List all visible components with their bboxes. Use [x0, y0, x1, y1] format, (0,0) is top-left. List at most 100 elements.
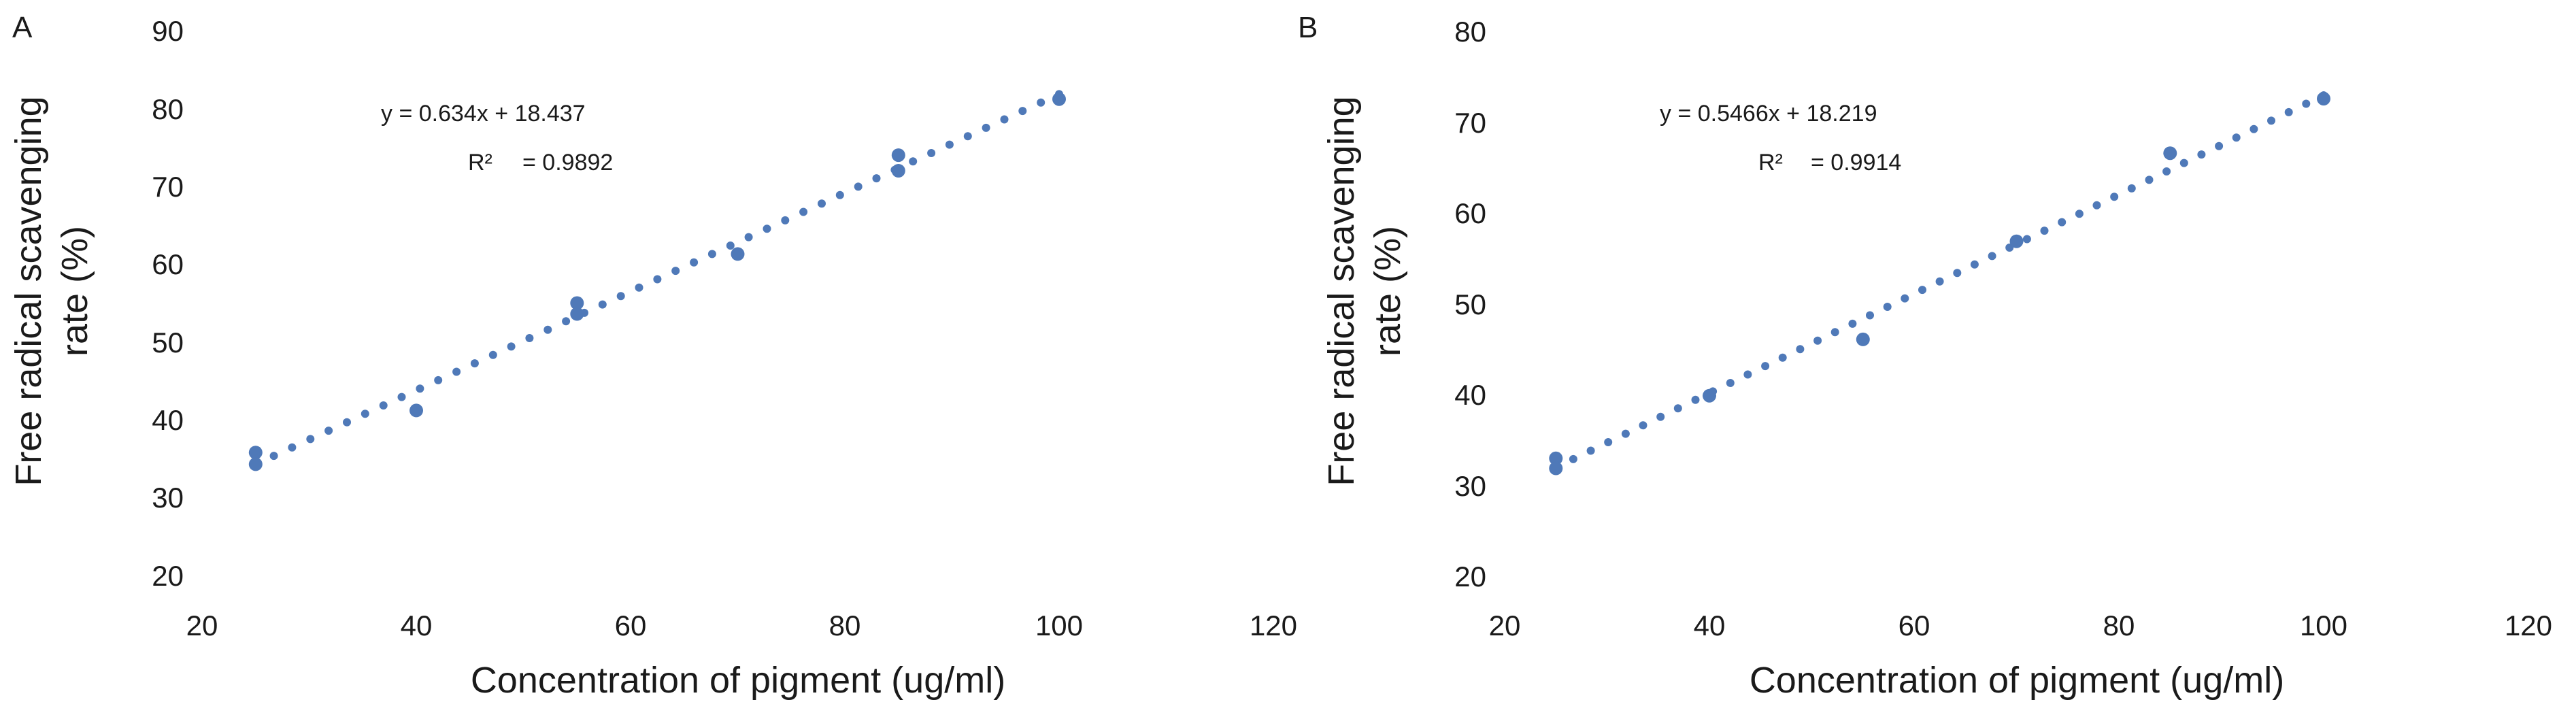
- trendline-dot: [1673, 404, 1682, 413]
- r-squared-value: = 0.9892: [522, 150, 613, 176]
- trendline-dot: [1813, 336, 1822, 345]
- y-tick-label: 70: [1454, 107, 1486, 139]
- x-tick-label: 60: [615, 610, 647, 641]
- trendline-dot: [2302, 99, 2311, 108]
- data-point: [2163, 146, 2177, 161]
- data-point: [570, 296, 584, 310]
- data-point: [1703, 388, 1716, 403]
- trendline-dot: [1037, 98, 1046, 107]
- y-axis-title-line2: rate (%): [1367, 226, 1408, 356]
- trendline-dot: [818, 199, 826, 208]
- y-tick-label: 50: [1454, 288, 1486, 320]
- x-tick-label: 60: [1898, 610, 1930, 641]
- trendline-dot: [653, 275, 662, 284]
- trendline-dot: [2127, 184, 2136, 193]
- r-squared-value: = 0.9914: [1811, 150, 1901, 176]
- data-point: [731, 247, 745, 261]
- x-tick-label: 100: [2300, 610, 2347, 641]
- trendline-dot: [945, 140, 954, 149]
- x-tick-label: 120: [1250, 610, 1297, 641]
- y-tick-label: 80: [152, 93, 184, 125]
- trendline-dot: [2162, 167, 2171, 176]
- trendline-dot: [598, 300, 607, 309]
- x-tick-labels: 20 40 60 80 100 120: [186, 610, 1297, 641]
- y-tick-label: 20: [1454, 561, 1486, 593]
- trendline-dot: [1018, 107, 1027, 116]
- trendline-dot: [744, 233, 753, 241]
- y-axis-title-line1: Free radical scavenging: [8, 96, 49, 486]
- trendline-dot: [361, 410, 369, 418]
- y-tick-label: 40: [1454, 379, 1486, 411]
- data-point: [248, 457, 263, 471]
- trendline-dot: [1988, 252, 1996, 261]
- y-tick-label: 90: [152, 15, 184, 47]
- trendline-dot: [434, 376, 443, 384]
- trendline-dot: [1935, 277, 1944, 286]
- trendline-dot: [2179, 159, 2188, 167]
- trendline-dot: [635, 283, 643, 292]
- trendline-dot: [1743, 370, 1752, 379]
- trendline-dot: [2232, 133, 2241, 142]
- y-tick-label: 30: [1454, 470, 1486, 502]
- data-point: [2317, 92, 2330, 106]
- data-point: [570, 307, 584, 321]
- trendline-dot: [671, 267, 680, 276]
- trendline-dot: [1761, 362, 1770, 371]
- trendline-dot: [1621, 429, 1630, 438]
- y-tick-label: 60: [152, 248, 184, 280]
- trendline-dot: [1586, 446, 1595, 455]
- trendline-dot: [2267, 116, 2275, 125]
- trendline-dot: [1883, 303, 1892, 311]
- trendline-dot: [835, 190, 844, 199]
- data-point: [1052, 92, 1066, 106]
- chart-panel-a: A Free radical scavenging rate (%) 20 30…: [8, 11, 1297, 701]
- trendline-dot: [488, 350, 497, 359]
- trendline-dots: [251, 90, 1063, 469]
- data-point: [2009, 234, 2024, 248]
- data-point: [1856, 332, 1870, 346]
- trendline-dot: [324, 427, 333, 435]
- trendline-dot: [1953, 269, 1962, 278]
- trendline-dot: [470, 359, 479, 368]
- trendline-dot: [525, 334, 534, 342]
- trendline-dot: [2145, 176, 2154, 184]
- x-tick-label: 40: [401, 610, 433, 641]
- trendline-dot: [288, 443, 297, 452]
- trendline-dot: [379, 401, 388, 410]
- trendline-dot: [909, 157, 918, 166]
- trendline-dot: [2058, 218, 2067, 227]
- trendline-dot: [2215, 141, 2224, 150]
- trendline-dot: [854, 182, 863, 191]
- trendline-dot: [2197, 150, 2206, 159]
- trendline-dot: [1000, 115, 1009, 124]
- r-squared-label: R²: [468, 150, 492, 176]
- trendline-dot: [726, 241, 735, 250]
- y-axis-title-line2: rate (%): [54, 226, 95, 356]
- trendline-dot: [1918, 286, 1926, 295]
- data-point: [248, 446, 263, 460]
- panel-label-a: A: [12, 11, 33, 44]
- trendline-dot: [543, 325, 552, 334]
- trendline-dot: [1778, 353, 1787, 362]
- trendline-dot: [1691, 395, 1700, 404]
- trendline-dot: [2110, 193, 2119, 201]
- trendline-equation: y = 0.5466x + 18.219: [1660, 101, 1877, 127]
- x-tick-labels: 20 40 60 80 100 120: [1489, 610, 2552, 641]
- x-axis-title: Concentration of pigment (ug/ml): [1750, 660, 2284, 701]
- x-axis-title: Concentration of pigment (ug/ml): [471, 660, 1005, 701]
- x-tick-label: 40: [1694, 610, 1726, 641]
- data-point: [1549, 451, 1563, 465]
- x-tick-label: 80: [2103, 610, 2135, 641]
- y-tick-labels: 20 30 40 50 60 70 80: [1454, 16, 1486, 593]
- y-tick-label: 70: [152, 171, 184, 203]
- y-tick-label: 80: [1454, 16, 1486, 48]
- y-tick-label: 40: [152, 404, 184, 436]
- trendline-dot: [982, 123, 990, 132]
- y-axis-title-line1: Free radical scavenging: [1321, 96, 1362, 486]
- trendline-dot: [2040, 227, 2049, 235]
- trendline-dot: [616, 292, 625, 301]
- trendline-dot: [1901, 294, 1909, 303]
- data-point: [409, 403, 423, 418]
- trendline-dot: [416, 384, 424, 393]
